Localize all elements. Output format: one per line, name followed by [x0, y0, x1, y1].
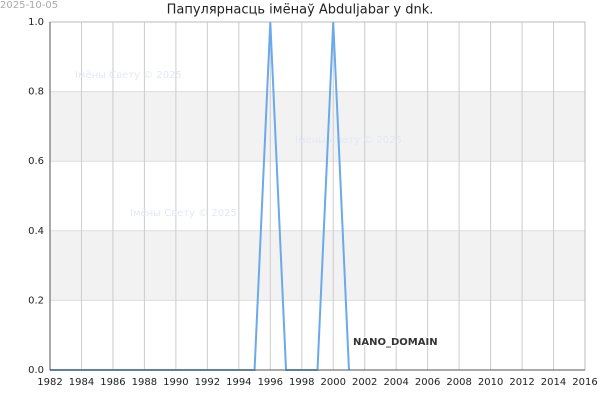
watermark: Імёны Свету © 2025 [75, 70, 182, 81]
annotation: NANO_DOMAIN [353, 337, 438, 348]
y-tick-label: 0.0 [28, 365, 44, 376]
y-tick-label: 0.6 [28, 156, 44, 167]
x-tick-label: 1996 [258, 377, 283, 388]
x-tick-label: 2016 [572, 377, 597, 388]
x-tick-label: 1984 [69, 377, 94, 388]
x-tick-label: 1998 [289, 377, 314, 388]
x-tick-label: 2002 [352, 377, 377, 388]
x-tick-label: 2014 [541, 377, 566, 388]
watermark: Імёны Свету © 2025 [295, 135, 402, 146]
plot-area [50, 22, 585, 370]
x-tick-label: 1988 [132, 377, 157, 388]
x-tick-label: 2010 [478, 377, 503, 388]
y-tick-label: 0.4 [28, 226, 44, 237]
y-tick-label: 0.2 [28, 295, 44, 306]
watermark: Імёны Свету © 2025 [130, 208, 237, 219]
x-tick-label: 2008 [446, 377, 471, 388]
x-tick-label: 2012 [509, 377, 534, 388]
grid-band [50, 91, 585, 162]
x-tick-label: 1994 [226, 377, 251, 388]
y-tick-label: 1.0 [28, 17, 44, 28]
x-tick-label: 1982 [37, 377, 62, 388]
x-tick-label: 2006 [415, 377, 440, 388]
chart-title: Папулярнасць імёнаў Abduljabar у dnk. [167, 3, 434, 18]
x-tick-label: 2000 [321, 377, 346, 388]
x-tick-label: 1986 [100, 377, 125, 388]
x-tick-label: 1992 [195, 377, 220, 388]
date: 2025-10-05 [0, 0, 58, 11]
grid-band [50, 230, 585, 301]
y-tick-label: 0.8 [28, 87, 44, 98]
x-tick-label: 1990 [163, 377, 188, 388]
x-tick-label: 2004 [383, 377, 408, 388]
